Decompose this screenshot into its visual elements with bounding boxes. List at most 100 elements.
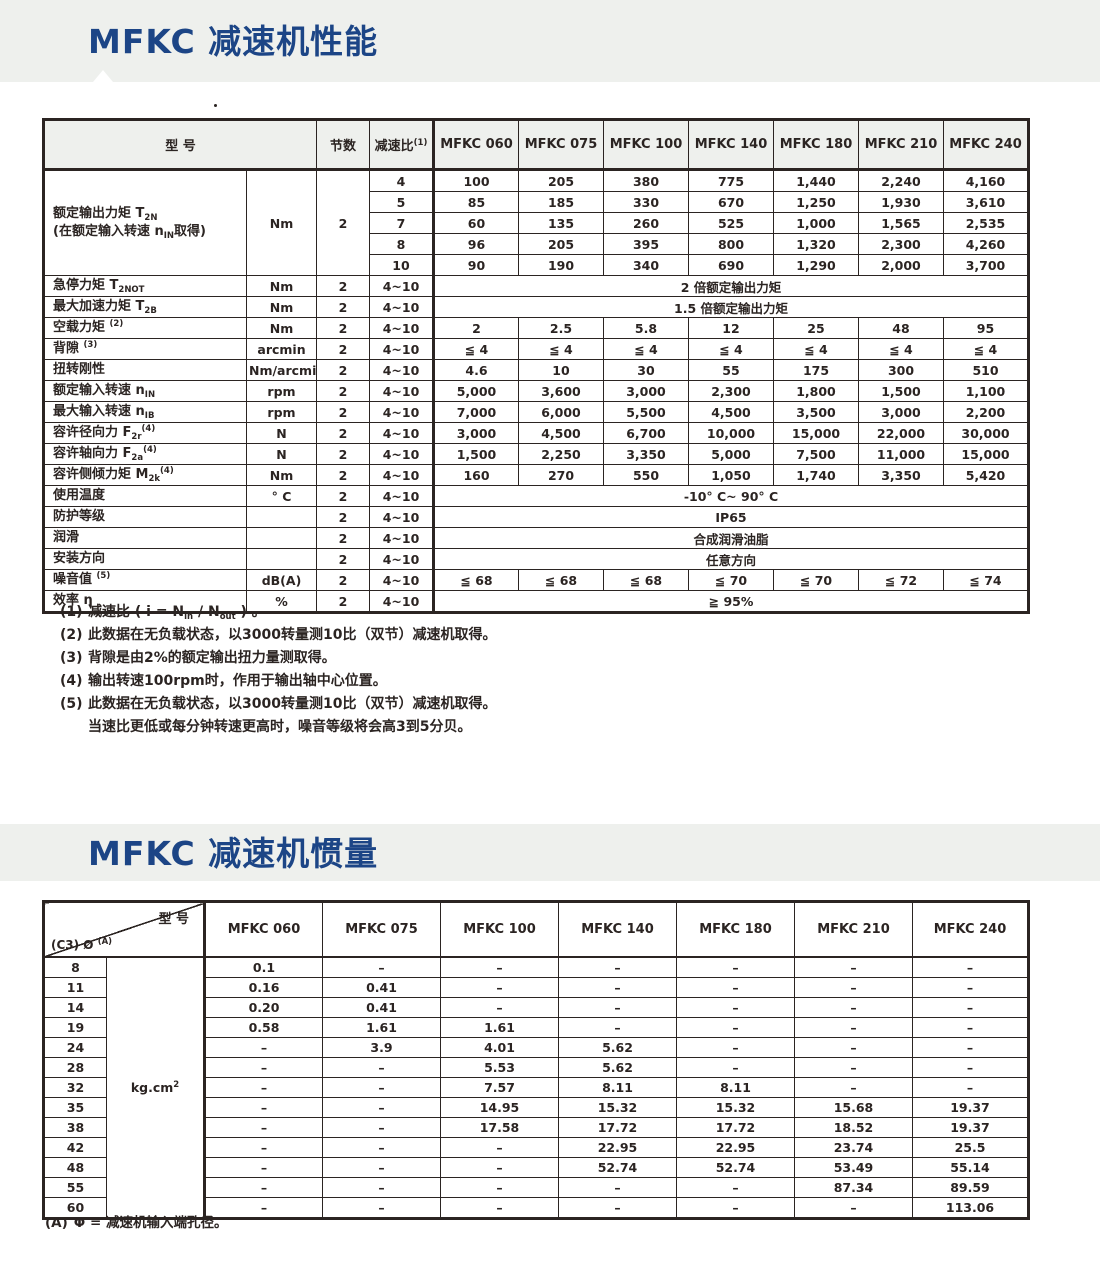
value-cell: ≦ 72 bbox=[858, 569, 944, 591]
value-cell: 1,800 bbox=[773, 380, 859, 402]
value-cell: 11,000 bbox=[858, 443, 944, 465]
spec-row: 背隙 (3) arcmin 2 4~10 ≦ 4 ≦ 4 ≦ 4 ≦ 4 ≦ 4 ≦ 4 ≦ 4 bbox=[43, 338, 1029, 360]
unit-cell: kg.cm2 bbox=[106, 956, 206, 1219]
spec-label-cell: 容许侧倾力矩 M2k(4) bbox=[43, 464, 247, 486]
stages-cell: 2 bbox=[316, 527, 370, 549]
merged-value-cell: 任意方向 bbox=[433, 548, 1029, 570]
value-cell: 185 bbox=[518, 191, 604, 213]
merged-value-cell: -10° C~ 90° C bbox=[433, 485, 1029, 507]
ratio-cell: 4~10 bbox=[369, 485, 435, 507]
ratio-cell: 5 bbox=[369, 191, 435, 213]
value-cell: – bbox=[204, 1137, 323, 1158]
value-cell: 175 bbox=[773, 359, 859, 381]
unit-cell: % bbox=[246, 590, 317, 613]
value-cell: – bbox=[204, 1097, 323, 1118]
ratio-cell: 4~10 bbox=[369, 380, 435, 402]
value-cell: – bbox=[204, 1197, 323, 1219]
diameter-cell: 19 bbox=[43, 1017, 107, 1038]
value-cell: 89.59 bbox=[912, 1177, 1029, 1198]
model-header-cell: MFKC 060 bbox=[433, 119, 519, 171]
stages-cell: 2 bbox=[316, 506, 370, 528]
spec-row: 噪音值 (5) dB(A) 2 4~10 ≦ 68 ≦ 68 ≦ 68 ≦ 70 ≦ 70 ≦ 7… bbox=[43, 569, 1029, 591]
value-cell: 10 bbox=[518, 359, 604, 381]
footnote-line: 当速比更低或每分钟转速更高时，噪音等级将会高3到5分贝。 bbox=[60, 716, 496, 739]
model-header-cell: MFKC 100 bbox=[440, 901, 559, 958]
value-cell: – bbox=[322, 956, 441, 978]
value-cell: 3,000 bbox=[433, 422, 519, 444]
value-cell: 340 bbox=[603, 254, 689, 276]
unit-cell bbox=[246, 506, 317, 528]
value-cell: – bbox=[676, 1197, 795, 1219]
value-cell: – bbox=[440, 977, 559, 998]
value-cell: 5,000 bbox=[433, 380, 519, 402]
value-cell: 2,535 bbox=[943, 212, 1029, 234]
value-cell: 1,740 bbox=[773, 464, 859, 486]
value-cell: ≦ 4 bbox=[603, 338, 689, 360]
diameter-cell: 14 bbox=[43, 997, 107, 1018]
footnote-text: Φ = 减速机输入端孔径。 bbox=[73, 1215, 228, 1231]
spec-label-cell: 效率 η bbox=[43, 590, 247, 613]
value-cell: ≦ 4 bbox=[858, 338, 944, 360]
value-cell: 380 bbox=[603, 169, 689, 192]
value-cell: 4.6 bbox=[433, 359, 519, 381]
value-cell: – bbox=[322, 1137, 441, 1158]
diameter-cell: 24 bbox=[43, 1037, 107, 1058]
value-cell: 5.8 bbox=[603, 317, 689, 339]
value-cell: – bbox=[912, 1017, 1029, 1038]
spec-label-cell: 容许径向力 F2r(4) bbox=[43, 422, 247, 444]
value-cell: 19.37 bbox=[912, 1117, 1029, 1138]
stages-cell: 2 bbox=[316, 485, 370, 507]
value-cell: 205 bbox=[518, 169, 604, 192]
spec-label-cell: 润滑 bbox=[43, 527, 247, 549]
value-cell: 1.61 bbox=[440, 1017, 559, 1038]
value-cell: – bbox=[912, 956, 1029, 978]
value-cell: – bbox=[204, 1037, 323, 1058]
value-cell: 3,500 bbox=[773, 401, 859, 423]
value-cell: ≦ 68 bbox=[518, 569, 604, 591]
value-cell: ≦ 4 bbox=[943, 338, 1029, 360]
spec-row: 急停力矩 T2NOT Nm 2 4~10 2 倍额定输出力矩 bbox=[43, 275, 1029, 297]
value-cell: – bbox=[676, 1037, 795, 1058]
diameter-cell: 11 bbox=[43, 977, 107, 998]
value-cell: 8.11 bbox=[676, 1077, 795, 1098]
value-cell: 3,000 bbox=[858, 401, 944, 423]
ratio-cell: 10 bbox=[369, 254, 435, 276]
value-cell: – bbox=[440, 1177, 559, 1198]
inertia-row: 60– – – – – –113.06 bbox=[43, 1197, 1029, 1219]
spec-row: 容许轴向力 F2a(4) N 2 4~10 1,500 2,250 3,350 5,000 7,… bbox=[43, 443, 1029, 465]
tiny-dot-mark bbox=[214, 104, 217, 107]
value-cell: – bbox=[204, 1117, 323, 1138]
value-cell: – bbox=[204, 1177, 323, 1198]
diameter-cell: 28 bbox=[43, 1057, 107, 1078]
value-cell: 48 bbox=[858, 317, 944, 339]
value-cell: – bbox=[440, 956, 559, 978]
spec-row: 容许侧倾力矩 M2k(4) Nm 2 4~10 160 270 550 1,050 1,740 3… bbox=[43, 464, 1029, 486]
footnote-marker: (4) bbox=[60, 673, 83, 689]
value-cell: 6,000 bbox=[518, 401, 604, 423]
model-header-cell: MFKC 060 bbox=[204, 901, 323, 958]
value-cell: – bbox=[204, 1077, 323, 1098]
unit-cell: rpm bbox=[246, 401, 317, 423]
value-cell: – bbox=[440, 1197, 559, 1219]
value-cell: 17.58 bbox=[440, 1117, 559, 1138]
spec-row: 10 90 190 340 690 1,290 2,000 3,700 bbox=[44, 254, 1029, 276]
value-cell: 0.20 bbox=[204, 997, 323, 1018]
value-cell: 525 bbox=[688, 212, 774, 234]
value-cell: 18.52 bbox=[794, 1117, 913, 1138]
spec-label-cell: 最大输入转速 nIB bbox=[43, 401, 247, 423]
ratio-cell: 4~10 bbox=[369, 275, 435, 297]
unit-cell: N bbox=[246, 443, 317, 465]
stages-cell: 2 bbox=[316, 380, 370, 402]
value-cell: 3,350 bbox=[858, 464, 944, 486]
model-header-cell: MFKC 210 bbox=[794, 901, 913, 958]
value-cell: – bbox=[204, 1057, 323, 1078]
ratio-cell: 4~10 bbox=[369, 317, 435, 339]
model-header-cell: MFKC 075 bbox=[518, 119, 604, 171]
value-cell: 1.61 bbox=[322, 1017, 441, 1038]
diameter-cell: 32 bbox=[43, 1077, 107, 1098]
model-header-cell: MFKC 240 bbox=[912, 901, 1029, 958]
unit-cell: Nm bbox=[246, 275, 317, 297]
inertia-title: MFKC 减速机惯量 bbox=[88, 833, 379, 873]
value-cell: 550 bbox=[603, 464, 689, 486]
unit-cell bbox=[246, 527, 317, 549]
